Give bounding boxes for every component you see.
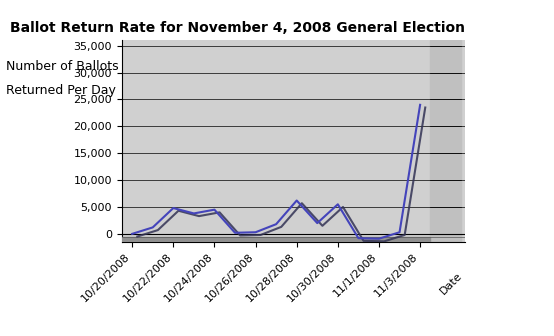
Text: Number of Ballots: Number of Ballots: [6, 60, 118, 74]
Polygon shape: [122, 237, 430, 242]
Text: Ballot Return Rate for November 4, 2008 General Election: Ballot Return Rate for November 4, 2008 …: [11, 21, 465, 35]
Polygon shape: [430, 40, 461, 242]
Text: Date: Date: [438, 271, 464, 297]
Text: Returned Per Day: Returned Per Day: [6, 84, 115, 97]
